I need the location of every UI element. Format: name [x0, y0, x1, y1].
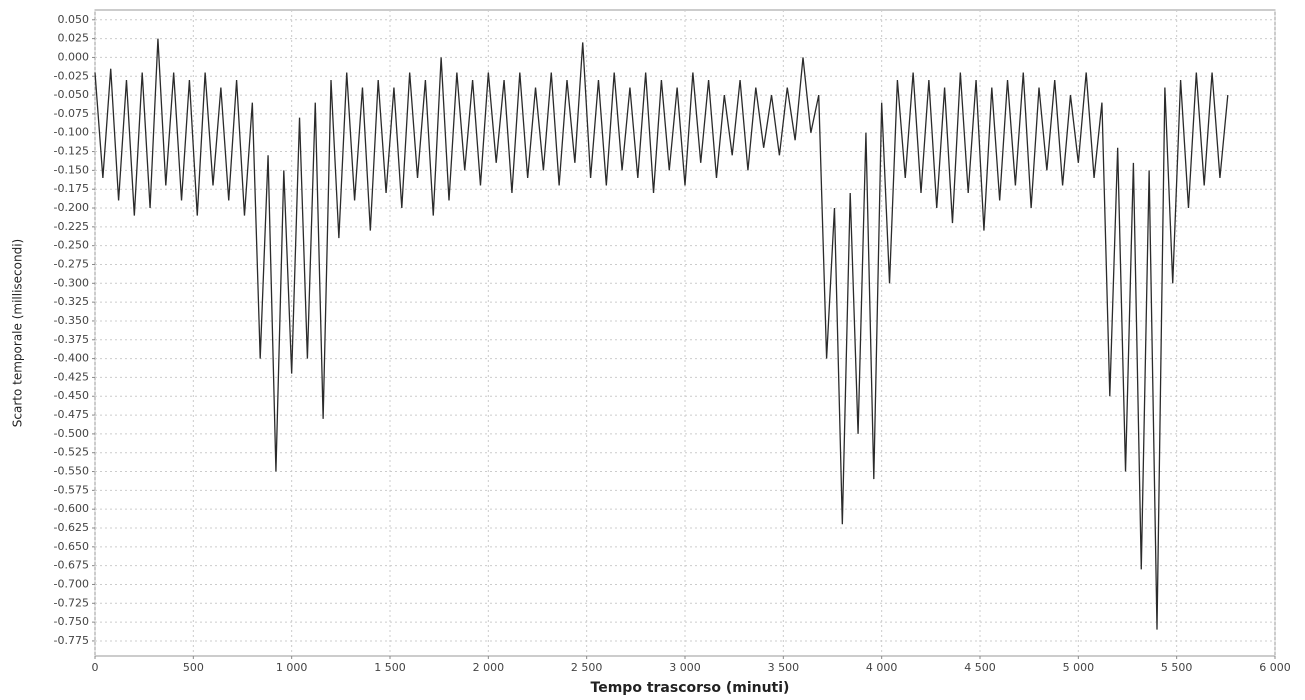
- y-tick-label: 0.000: [58, 50, 90, 63]
- y-tick-label: -0.525: [54, 446, 89, 459]
- y-tick-label: -0.150: [54, 163, 89, 176]
- y-tick-label: -0.275: [54, 257, 89, 270]
- plot-area: [94, 9, 1276, 657]
- y-tick-label: -0.550: [54, 465, 89, 478]
- x-tick-label: 1 500: [374, 661, 406, 674]
- y-tick-label: -0.300: [54, 276, 89, 289]
- y-tick-label: -0.375: [54, 333, 89, 346]
- y-tick-label: 0.050: [58, 13, 90, 26]
- y-tick-label: -0.125: [54, 145, 89, 158]
- y-tick-label: -0.350: [54, 314, 89, 327]
- y-tick-label: -0.250: [54, 239, 89, 252]
- x-tick-label: 1 000: [276, 661, 308, 674]
- y-tick-label: -0.575: [54, 483, 89, 496]
- y-tick-label: -0.675: [54, 559, 89, 572]
- x-tick-label: 5 500: [1161, 661, 1193, 674]
- y-tick-label: -0.750: [54, 615, 89, 628]
- x-tick-label: 6 000: [1259, 661, 1291, 674]
- y-axis-label: Scarto temporale (millisecondi): [11, 239, 25, 427]
- x-tick-label: 2 500: [571, 661, 603, 674]
- y-tick-label: -0.400: [54, 352, 89, 365]
- y-tick-label: -0.425: [54, 370, 89, 383]
- x-tick-label: 5 000: [1063, 661, 1095, 674]
- y-tick-label: -0.025: [54, 69, 89, 82]
- x-tick-label: 0: [92, 661, 99, 674]
- x-tick-label: 3 500: [768, 661, 800, 674]
- x-tick-label: 4 000: [866, 661, 898, 674]
- y-tick-label: -0.175: [54, 182, 89, 195]
- y-tick-label: -0.600: [54, 502, 89, 515]
- y-tick-label: -0.325: [54, 295, 89, 308]
- y-tick-label: -0.625: [54, 521, 89, 534]
- x-axis-label: Tempo trascorso (minuti): [591, 680, 790, 696]
- y-tick-label: -0.725: [54, 596, 89, 609]
- y-tick-label: -0.075: [54, 107, 89, 120]
- y-tick-label: -0.650: [54, 540, 89, 553]
- y-tick-label: -0.775: [54, 634, 89, 647]
- y-tick-label: -0.050: [54, 88, 89, 101]
- y-tick-label: -0.450: [54, 389, 89, 402]
- y-tick-label: -0.700: [54, 577, 89, 590]
- y-tick-label: -0.200: [54, 201, 89, 214]
- y-tick-label: -0.100: [54, 126, 89, 139]
- y-tick-label: -0.225: [54, 220, 89, 233]
- x-tick-label: 3 000: [669, 661, 701, 674]
- x-tick-label: 4 500: [964, 661, 996, 674]
- y-tick-label: -0.475: [54, 408, 89, 421]
- y-tick-label: 0.025: [58, 32, 90, 45]
- line-series: [94, 38, 1229, 630]
- x-tick-label: 500: [183, 661, 204, 674]
- x-tick-label: 2 000: [473, 661, 505, 674]
- y-tick-label: -0.500: [54, 427, 89, 440]
